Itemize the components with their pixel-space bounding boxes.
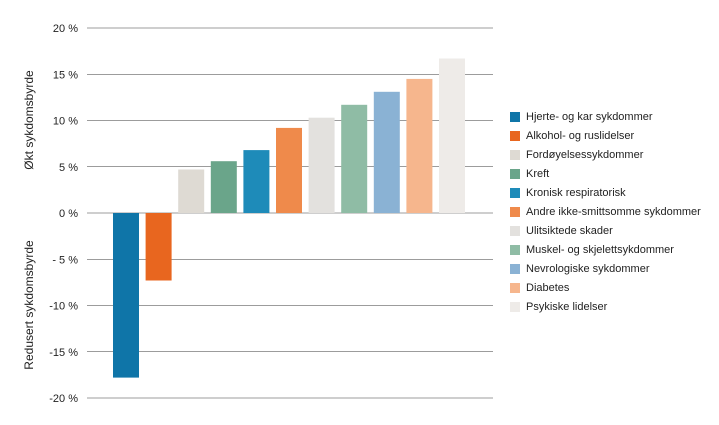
y-tick-label: 5 % [59, 162, 78, 174]
legend-swatch [510, 168, 520, 179]
y-axis-title-negative: Redusert sykdomsbyrde [22, 240, 36, 370]
y-tick-label: - 5 % [52, 254, 78, 266]
legend-swatch [510, 149, 520, 160]
legend-label: Psykiske lidelser [526, 300, 608, 313]
legend-item: Nevrologiske sykdommer [510, 259, 701, 278]
legend-item: Kronisk respiratorisk [510, 183, 701, 202]
legend-label: Ulitsiktede skader [526, 224, 613, 237]
y-tick-label: 10 % [53, 116, 78, 128]
legend-item: Fordøyelsessykdommer [510, 145, 701, 164]
bar [210, 161, 237, 213]
legend-swatch [510, 206, 520, 217]
bar [341, 104, 368, 213]
legend-swatch [510, 111, 520, 122]
bar [439, 58, 465, 213]
legend-item: Diabetes [510, 278, 701, 297]
legend-swatch [510, 282, 520, 293]
legend-swatch [510, 225, 520, 236]
legend-item: Andre ikke-smittsomme sykdommer [510, 202, 701, 221]
bar [243, 150, 270, 213]
bar [373, 91, 400, 213]
y-tick-label: -20 % [49, 393, 78, 405]
legend-item: Psykiske lidelser [510, 297, 701, 316]
legend-swatch [510, 130, 520, 141]
y-axis-title-positive: Økt sykdomsbyrde [22, 70, 36, 170]
legend-swatch [510, 244, 520, 255]
legend-label: Fordøyelsessykdommer [526, 148, 644, 161]
bar [113, 213, 139, 378]
y-tick-label: 15 % [53, 69, 78, 81]
bar [145, 213, 172, 281]
bar [406, 78, 433, 214]
legend-item: Kreft [510, 164, 701, 183]
legend-label: Nevrologiske sykdommer [526, 262, 650, 275]
legend-swatch [510, 187, 520, 198]
legend-label: Kronisk respiratorisk [526, 186, 626, 199]
bar [276, 127, 302, 213]
legend-item: Hjerte- og kar sykdommer [510, 107, 701, 126]
y-tick-label: 0 % [59, 208, 78, 220]
chart-plot: 20 % 15 % 10 % 5 % 0 % - 5 % -10 % -15 % -20 % Ø… [22, 23, 493, 405]
y-tick-label: 20 % [53, 23, 78, 35]
legend-item: Alkohol- og ruslidelser [510, 126, 701, 145]
legend-item: Ulitsiktede skader [510, 221, 701, 240]
legend-label: Diabetes [526, 281, 570, 294]
y-tick-label: -15 % [49, 347, 78, 359]
legend-label: Alkohol- og ruslidelser [526, 129, 635, 142]
legend-label: Kreft [526, 167, 550, 180]
legend: Hjerte- og kar sykdommer Alkohol- og rusl… [510, 107, 701, 316]
legend-label: Hjerte- og kar sykdommer [526, 110, 653, 123]
legend-item: Muskel- og skjelettsykdommer [510, 240, 701, 259]
legend-label: Andre ikke-smittsomme sykdommer [526, 205, 701, 218]
legend-swatch [510, 301, 520, 312]
legend-label: Muskel- og skjelettsykdommer [526, 243, 674, 256]
y-tick-label: -10 % [49, 301, 78, 313]
bar [308, 117, 335, 213]
legend-swatch [510, 263, 520, 274]
bar [178, 169, 205, 213]
